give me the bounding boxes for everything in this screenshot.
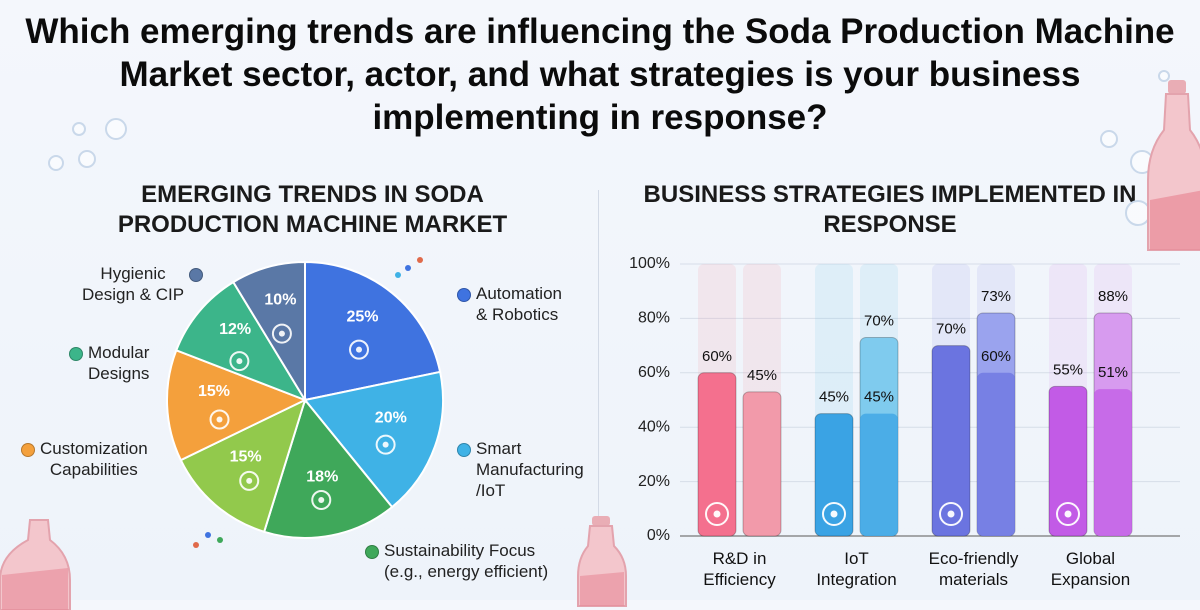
y-tick-label: 0% xyxy=(647,527,670,544)
water-drop-icon xyxy=(271,323,292,344)
rocket-icon xyxy=(705,502,729,526)
x-category-label: materials xyxy=(939,570,1008,589)
bar-value-label: 88% xyxy=(1098,288,1128,305)
pie-slice xyxy=(262,397,394,539)
bubble-decoration xyxy=(78,150,96,168)
bar-value-label: 55% xyxy=(1053,361,1083,378)
legend-swatch xyxy=(69,346,83,361)
x-category-label: IoT xyxy=(844,549,869,568)
bar-value-label: 45% xyxy=(747,367,777,384)
pie-slice xyxy=(231,260,306,404)
legend-swatch xyxy=(365,544,379,559)
legend-label: Hygienic Design & CIP xyxy=(82,264,185,304)
x-category-label: Integration xyxy=(816,570,896,589)
legend-swatch xyxy=(21,442,35,457)
bar-segment xyxy=(1094,389,1132,536)
soda-bottle-icon xyxy=(1147,80,1200,251)
legend-label: Smart Manufacturing /IoT xyxy=(476,439,584,500)
confetti-dot xyxy=(395,272,401,278)
bar-value-label: 60% xyxy=(981,348,1011,365)
bar-segment xyxy=(860,413,898,536)
legend-label: Modular Designs xyxy=(88,343,150,383)
y-tick-label: 20% xyxy=(638,473,670,490)
pie-value-label: 15% xyxy=(198,383,230,400)
bar xyxy=(931,345,971,537)
gears-icon xyxy=(348,339,369,360)
bar-chart-title: BUSINESS STRATEGIES IMPLEMENTED IN RESPO… xyxy=(643,181,1137,238)
confetti-dot xyxy=(193,542,199,548)
bar xyxy=(814,413,854,537)
y-tick-label: 60% xyxy=(638,364,670,381)
pie-value-label: 15% xyxy=(230,448,262,465)
legend-label: Customization Capabilities xyxy=(40,439,148,479)
pie-slice xyxy=(179,398,307,534)
bubble-decoration xyxy=(48,155,64,171)
x-category-label: Efficiency xyxy=(703,570,776,589)
confetti-dot xyxy=(405,265,411,271)
pie-slice xyxy=(303,370,444,509)
bar-value-label: 45% xyxy=(819,389,849,406)
legend-swatch xyxy=(457,442,471,457)
legend-label: Sustainability Focus (e.g., energy effic… xyxy=(384,541,549,581)
pie-value-label: 10% xyxy=(264,292,296,309)
confetti-dot xyxy=(217,537,223,543)
x-category-label: Expansion xyxy=(1051,570,1130,589)
legend-automation: Automation & Robotics xyxy=(452,283,562,325)
puzzle-icon xyxy=(209,409,230,430)
legend-customization: Customization Capabilities xyxy=(16,438,148,480)
iot-sensor-icon xyxy=(375,434,396,455)
bubble-decoration xyxy=(1158,70,1170,82)
gear-arrow-icon xyxy=(239,470,260,491)
legend-swatch xyxy=(189,267,204,282)
y-tick-label: 100% xyxy=(629,255,670,272)
legend-swatch xyxy=(457,287,471,302)
bar xyxy=(697,372,737,537)
bar xyxy=(1048,385,1088,537)
soda-bottle-icon xyxy=(577,516,627,607)
confetti-dot xyxy=(417,257,423,263)
modules-icon xyxy=(229,351,250,372)
pie-value-label: 25% xyxy=(346,309,378,326)
pie-value-label: 12% xyxy=(219,321,251,338)
legend-smart-manufacturing: Smart Manufacturing /IoT xyxy=(452,438,584,501)
leaf-icon xyxy=(311,490,332,511)
legend-sustainability: Sustainability Focus (e.g., energy effic… xyxy=(360,540,548,582)
confetti-dot xyxy=(205,532,211,538)
bubble-decoration xyxy=(1125,200,1151,226)
legend-hygienic: Hygienic Design & CIP xyxy=(82,263,208,305)
pie-value-label: 20% xyxy=(375,410,407,427)
leaf-icon xyxy=(939,502,963,526)
bar xyxy=(742,391,782,537)
pie-value-label: 18% xyxy=(306,469,338,486)
bar-segment xyxy=(977,372,1015,536)
pie-chart-title: EMERGING TRENDS IN SODA PRODUCTION MACHI… xyxy=(117,181,508,238)
network-icon xyxy=(822,502,846,526)
pie-slice xyxy=(174,280,308,402)
y-tick-label: 40% xyxy=(638,418,670,435)
main-title: Which emerging trends are influencing th… xyxy=(25,12,1175,137)
bar-value-label: 60% xyxy=(702,348,732,365)
bubble-decoration xyxy=(1100,130,1118,148)
bar-value-label: 51% xyxy=(1098,364,1128,381)
pie-slice xyxy=(166,348,308,462)
bar-value-label: 73% xyxy=(981,288,1011,305)
x-category-label: R&D in xyxy=(713,549,767,568)
bar-value-label: 70% xyxy=(936,321,966,338)
x-category-label: Eco-friendly xyxy=(929,549,1019,568)
panel-divider xyxy=(598,190,599,590)
legend-label: Automation & Robotics xyxy=(476,284,562,324)
bar-value-label: 45% xyxy=(864,389,894,406)
bar-value-label: 70% xyxy=(864,312,894,329)
pie-slice xyxy=(304,260,442,402)
globe-icon xyxy=(1056,502,1080,526)
legend-modular: Modular Designs xyxy=(64,342,149,384)
y-tick-label: 80% xyxy=(638,310,670,327)
bubble-decoration xyxy=(72,122,86,136)
x-category-label: Global xyxy=(1066,549,1115,568)
bubble-decoration xyxy=(105,118,127,140)
